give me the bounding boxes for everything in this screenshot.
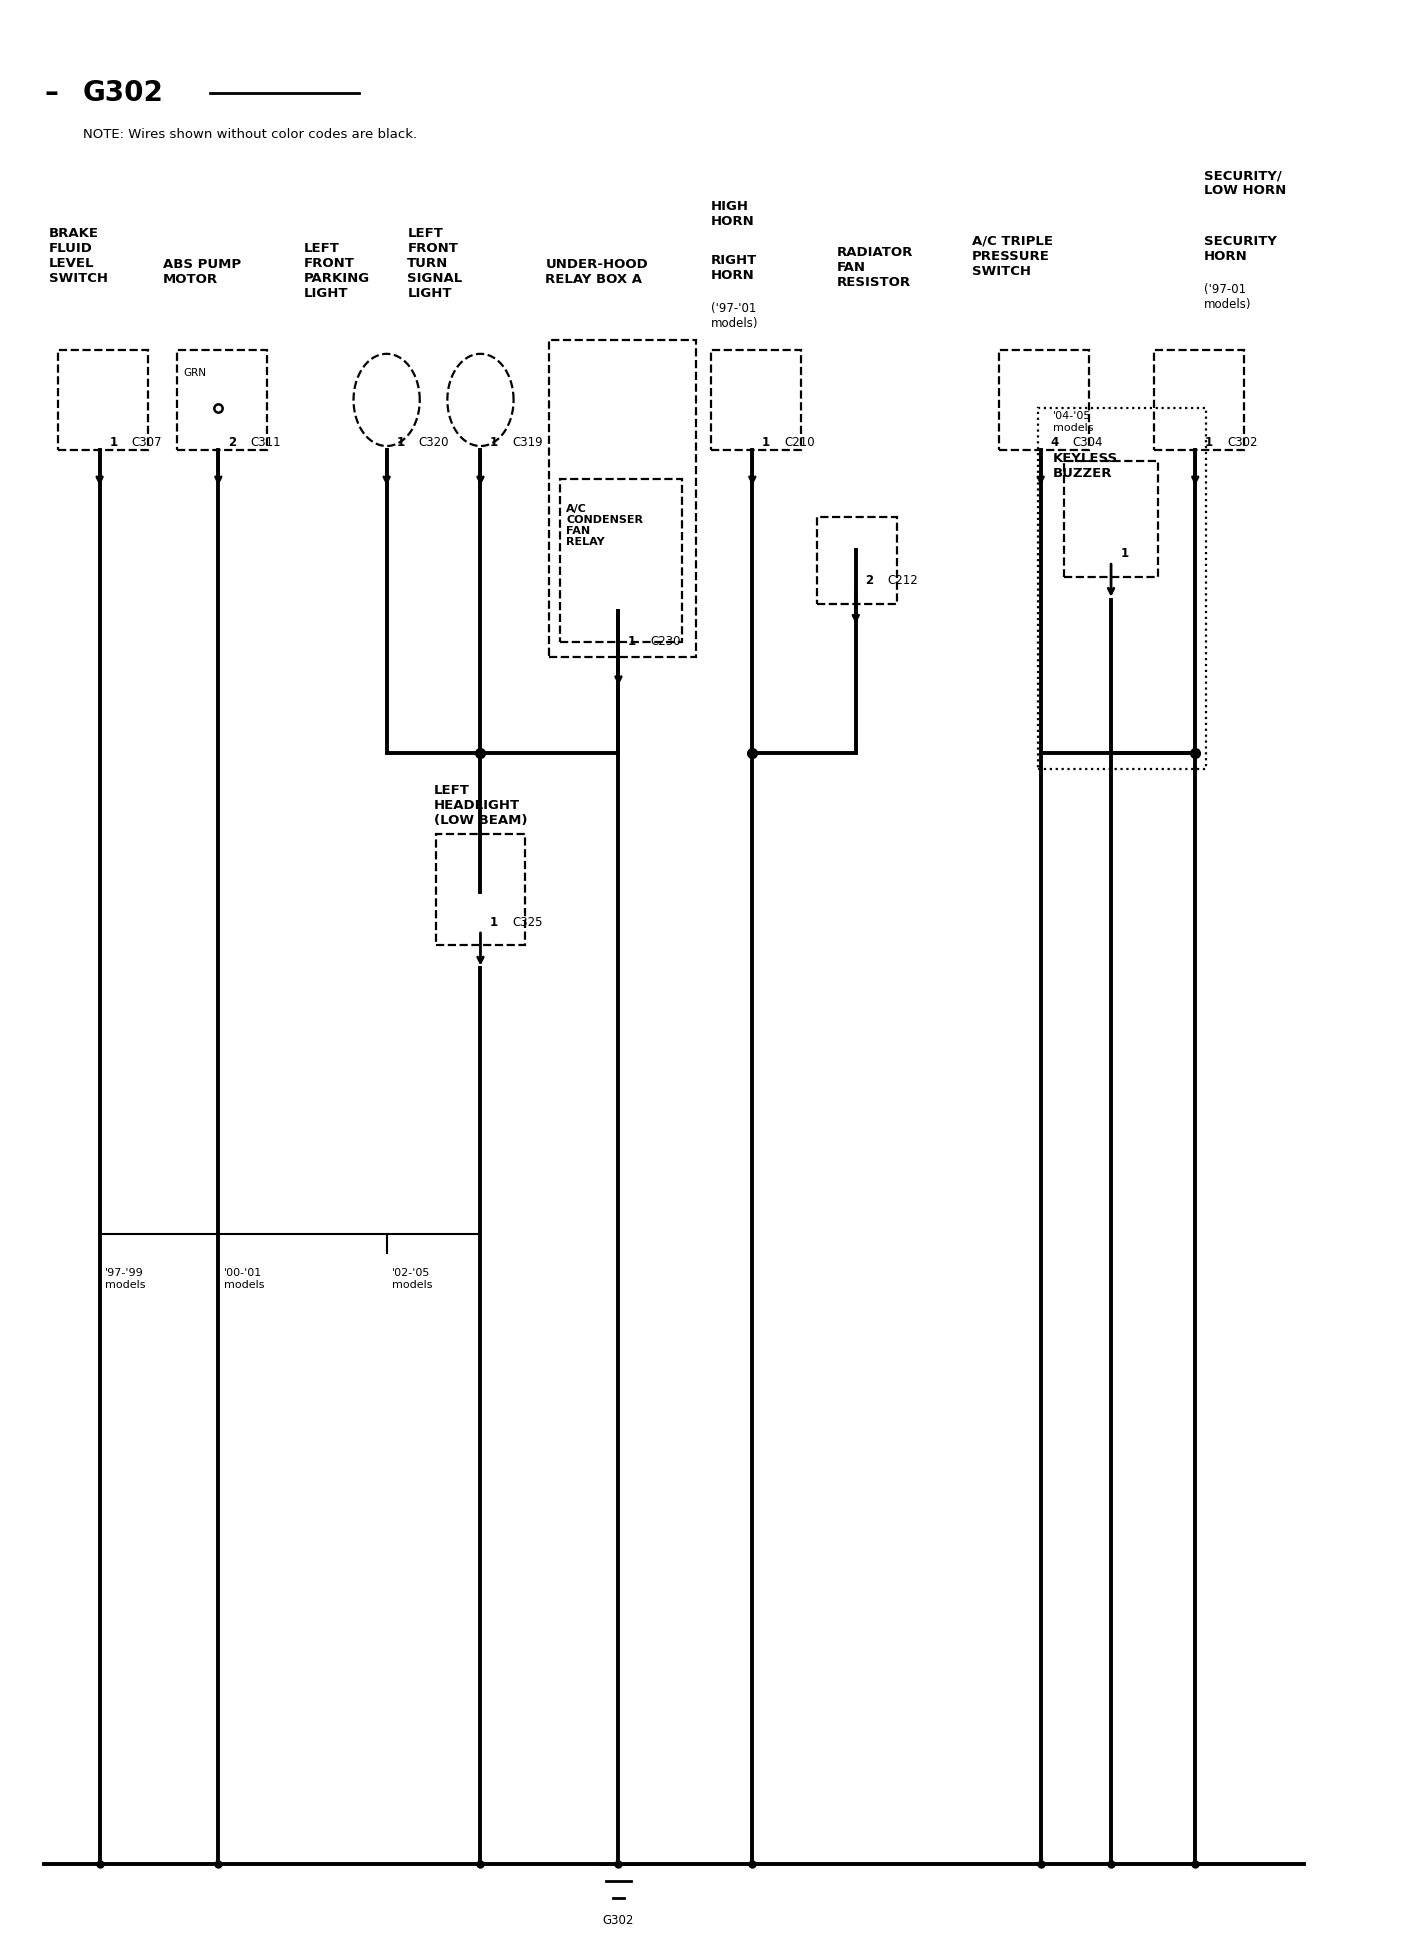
- Text: 1: 1: [110, 435, 117, 449]
- Text: 1: 1: [396, 435, 404, 449]
- Bar: [711, 351, 801, 451]
- Text: UNDER-HOOD
RELAY BOX A: UNDER-HOOD RELAY BOX A: [545, 259, 648, 286]
- Text: 1: 1: [628, 635, 636, 649]
- Text: C320: C320: [418, 435, 449, 449]
- Bar: [177, 351, 266, 451]
- Text: A/C TRIPLE
PRESSURE
SWITCH: A/C TRIPLE PRESSURE SWITCH: [972, 235, 1053, 278]
- Text: LEFT
FRONT
PARKING
LIGHT: LEFT FRONT PARKING LIGHT: [304, 243, 370, 300]
- Text: RIGHT
HORN: RIGHT HORN: [711, 255, 758, 282]
- Text: SECURITY/
LOW HORN: SECURITY/ LOW HORN: [1204, 169, 1286, 198]
- Bar: [58, 351, 148, 451]
- Text: SECURITY
HORN: SECURITY HORN: [1204, 235, 1277, 263]
- Text: 1: 1: [762, 435, 770, 449]
- Text: C311: C311: [251, 435, 280, 449]
- Text: C230: C230: [650, 635, 680, 649]
- Text: C319: C319: [513, 435, 543, 449]
- Text: KEYLESS
BUZZER: KEYLESS BUZZER: [1053, 451, 1118, 480]
- Text: '00-'01
models: '00-'01 models: [224, 1268, 265, 1290]
- Text: HIGH
HORN: HIGH HORN: [711, 200, 755, 227]
- Text: 2: 2: [866, 574, 873, 586]
- Text: LEFT
HEADLIGHT
(LOW BEAM): LEFT HEADLIGHT (LOW BEAM): [434, 784, 527, 827]
- Text: 1: 1: [490, 435, 498, 449]
- Text: C302: C302: [1226, 435, 1257, 449]
- Text: C212: C212: [887, 574, 918, 586]
- Text: RADIATOR
FAN
RESISTOR: RADIATOR FAN RESISTOR: [836, 247, 912, 290]
- Text: LEFT
FRONT
TURN
SIGNAL
LIGHT: LEFT FRONT TURN SIGNAL LIGHT: [407, 227, 463, 300]
- Text: BRAKE
FLUID
LEVEL
SWITCH: BRAKE FLUID LEVEL SWITCH: [48, 227, 107, 284]
- Text: 2: 2: [228, 435, 237, 449]
- Text: ('97-01
models): ('97-01 models): [1204, 282, 1250, 312]
- Text: '02-'05
models: '02-'05 models: [393, 1268, 432, 1290]
- Text: C325: C325: [513, 915, 542, 929]
- Text: G302: G302: [603, 1913, 634, 1927]
- Text: C307: C307: [131, 435, 162, 449]
- Bar: [1153, 351, 1243, 451]
- Text: '97-'99
models: '97-'99 models: [106, 1268, 145, 1290]
- Text: –: –: [45, 78, 58, 106]
- Text: ('97-'01
models): ('97-'01 models): [711, 302, 759, 329]
- Bar: [1000, 351, 1088, 451]
- Text: NOTE: Wires shown without color codes are black.: NOTE: Wires shown without color codes ar…: [83, 127, 417, 141]
- Bar: [436, 835, 525, 945]
- Text: 1: 1: [1205, 435, 1214, 449]
- Bar: [1064, 461, 1157, 576]
- Text: GRN: GRN: [184, 368, 207, 378]
- Text: ABS PUMP
MOTOR: ABS PUMP MOTOR: [163, 259, 241, 286]
- Text: 1: 1: [1121, 547, 1129, 561]
- Text: 4: 4: [1050, 435, 1059, 449]
- Bar: [549, 341, 696, 657]
- Bar: [817, 517, 897, 604]
- Text: 1: 1: [490, 915, 498, 929]
- Bar: [560, 478, 681, 643]
- Text: C210: C210: [784, 435, 815, 449]
- Text: '04-'05
models: '04-'05 models: [1053, 412, 1094, 433]
- Text: G302: G302: [83, 78, 163, 106]
- Bar: [1038, 408, 1207, 768]
- Text: A/C
CONDENSER
FAN
RELAY: A/C CONDENSER FAN RELAY: [566, 504, 643, 547]
- Text: C304: C304: [1073, 435, 1102, 449]
